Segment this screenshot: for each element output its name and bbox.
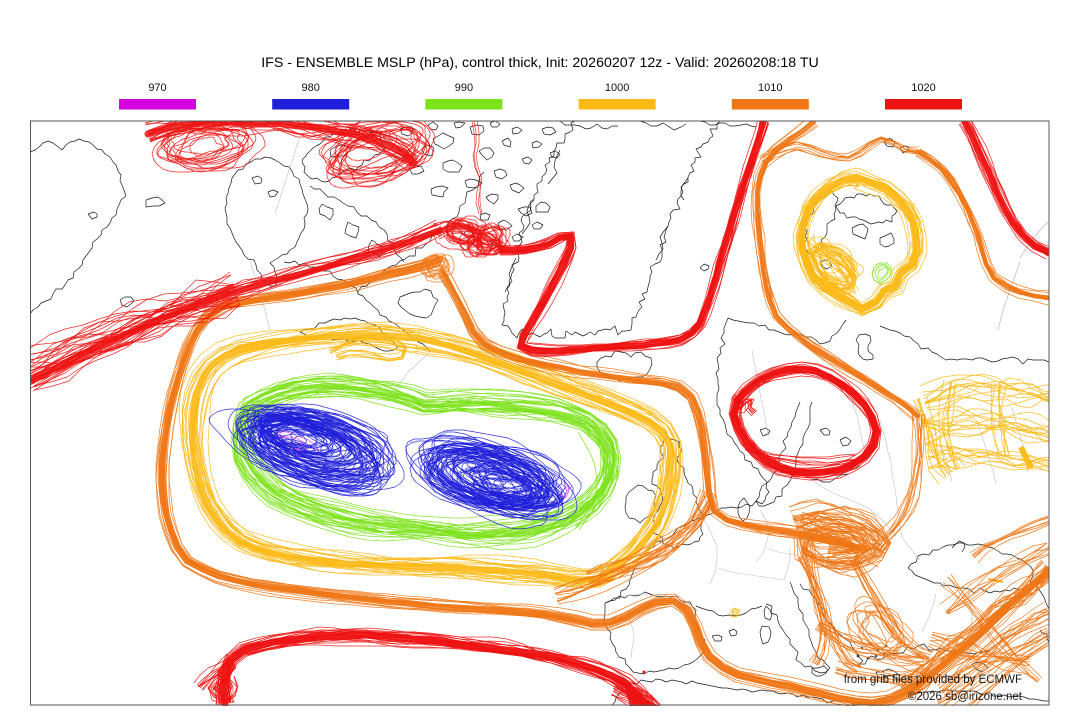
svg-text:1010: 1010 [758,82,782,94]
svg-text:980: 980 [302,82,320,94]
svg-text:©2026 sb@irizone.net: ©2026 sb@irizone.net [908,691,1023,703]
svg-text:1000: 1000 [605,82,629,94]
svg-text:IFS - ENSEMBLE MSLP (hPa), con: IFS - ENSEMBLE MSLP (hPa), control thick… [261,55,819,71]
svg-text:1020: 1020 [911,82,935,94]
svg-text:from grib files provided by EC: from grib files provided by ECMWF [844,674,1022,686]
svg-text:990: 990 [455,82,473,94]
svg-text:970: 970 [148,82,166,94]
